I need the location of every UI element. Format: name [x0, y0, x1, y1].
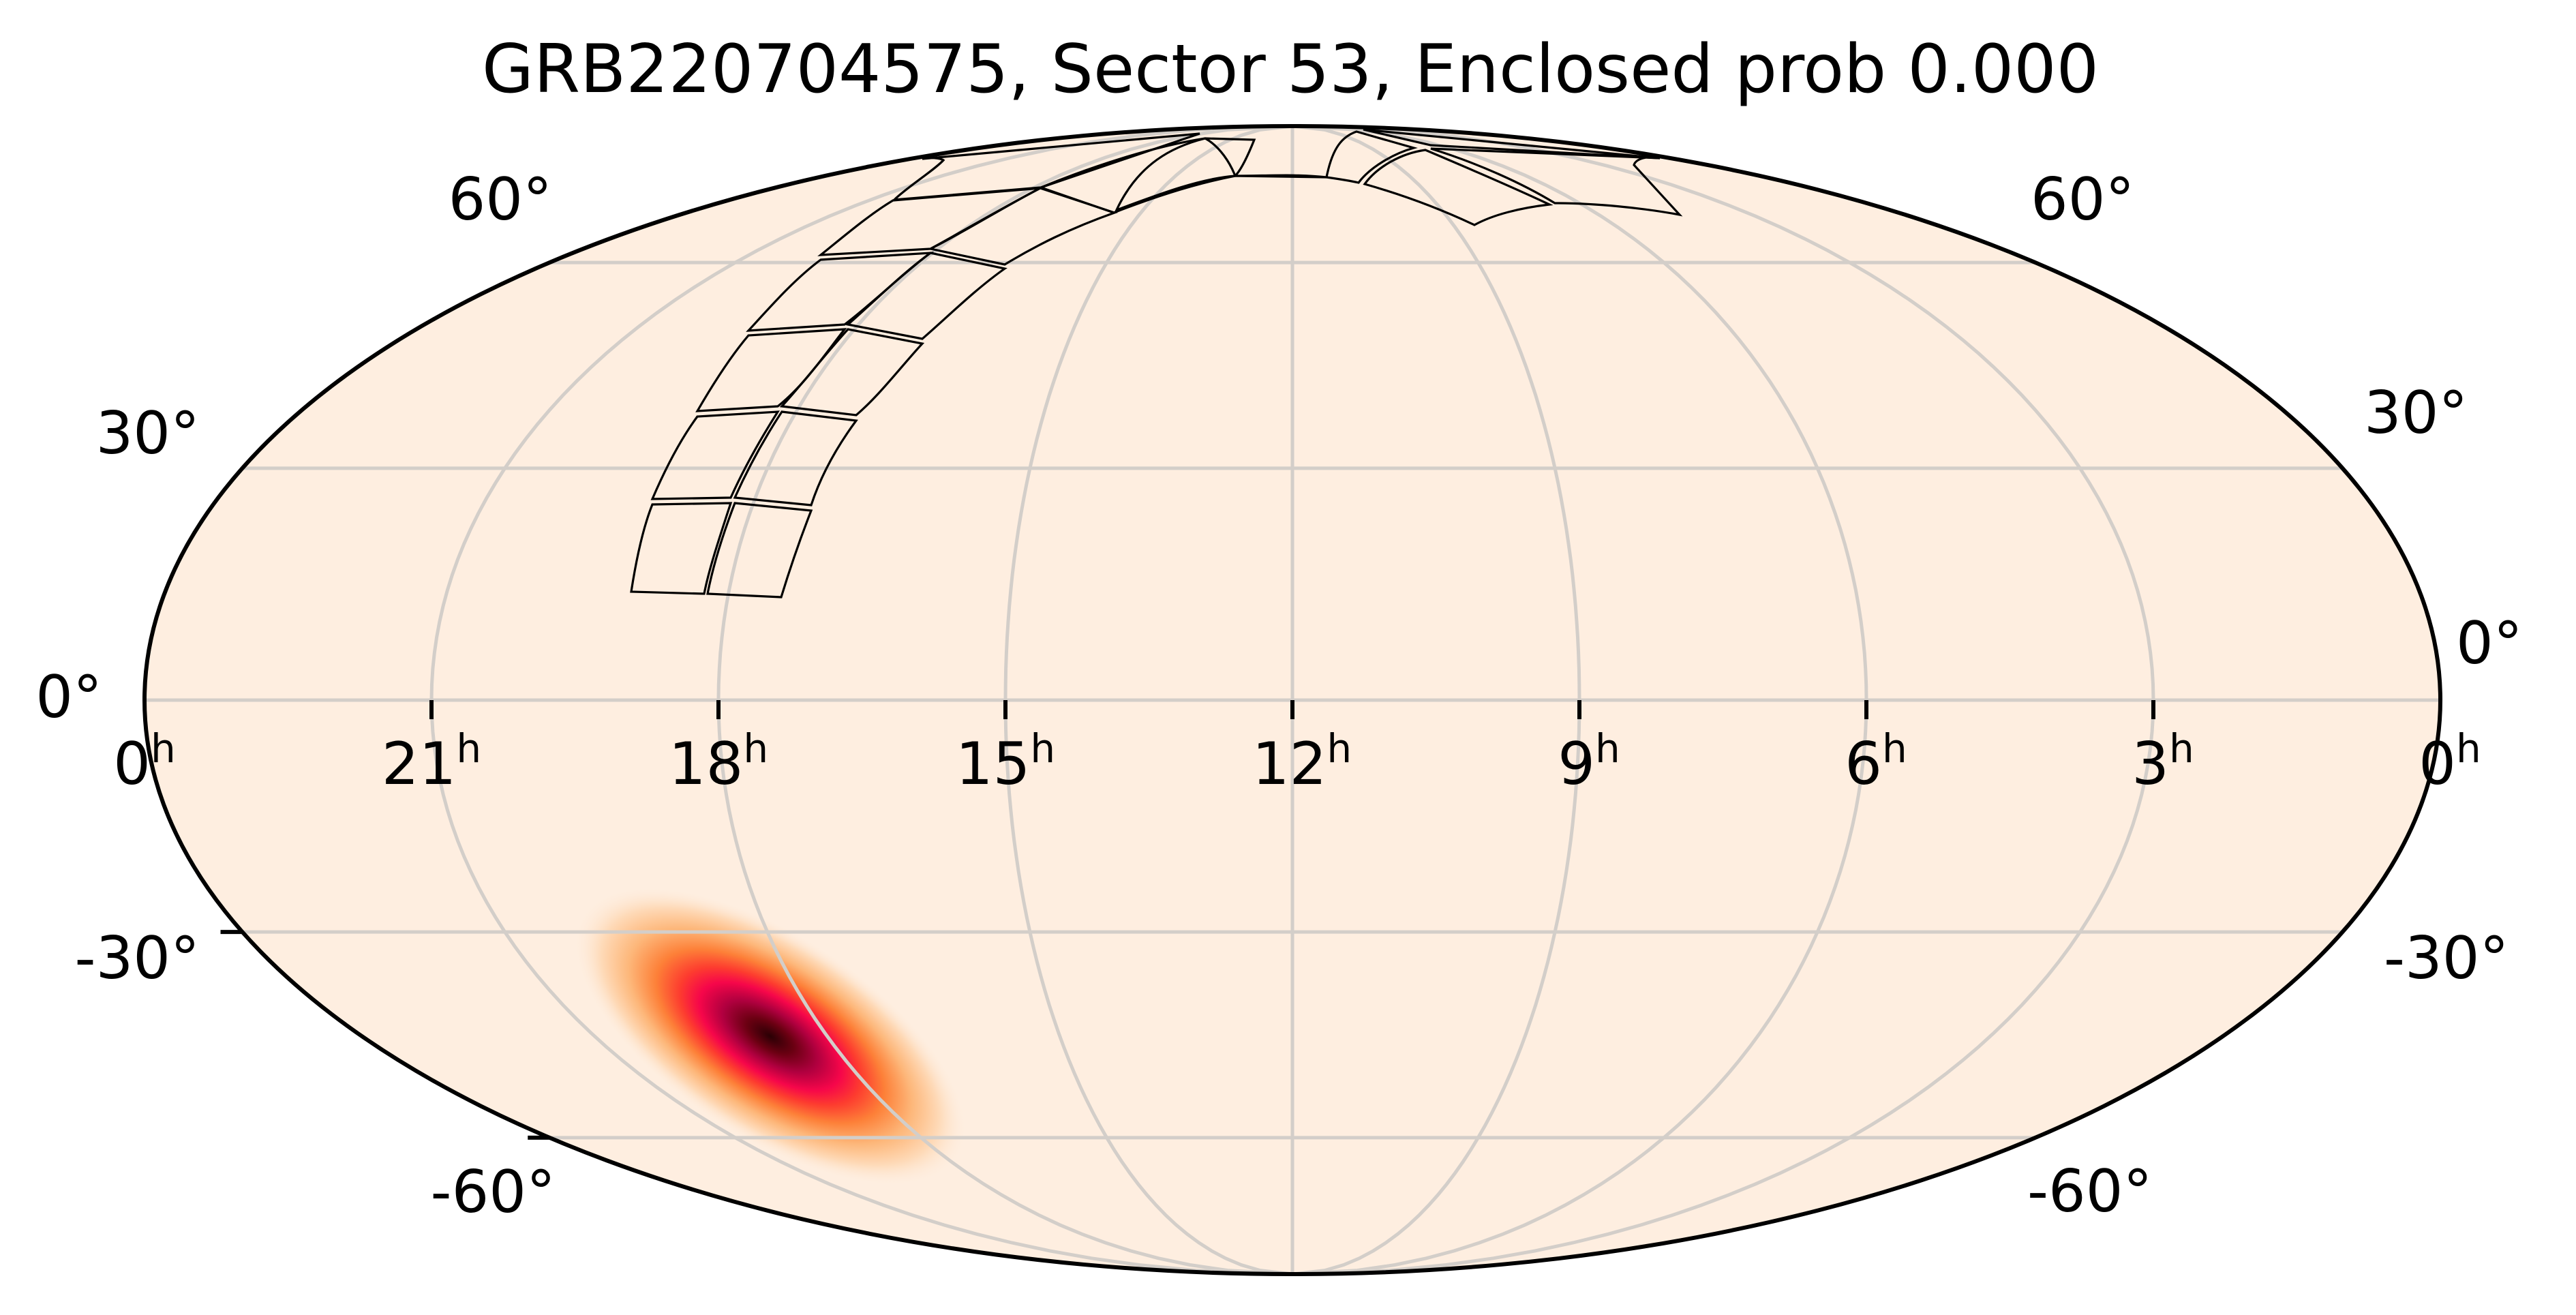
sky-frame [142, 124, 2442, 1276]
ra-label-18h: 18h [669, 725, 768, 798]
probability-heatmap [573, 886, 967, 1186]
dec-label-right-0: 0° [2456, 609, 2523, 678]
ra-label-0h-right: 0h [2419, 725, 2481, 798]
ra-label-0h-left: 0h [113, 725, 175, 798]
ra-label-21h: 21h [382, 725, 481, 798]
ra-label-9h: 9h [1558, 725, 1620, 798]
dec-label-left-neg60: -60° [431, 1158, 556, 1226]
dec-tick-labels-left: 60° 30° 0° -30° -60° [35, 166, 556, 1226]
tess-sector-footprint [630, 128, 1683, 599]
ra-label-3h: 3h [2132, 725, 2194, 798]
ra-label-12h: 12h [1252, 725, 1352, 798]
ra-label-6h: 6h [1845, 725, 1907, 798]
ra-label-15h: 15h [956, 725, 1055, 798]
dec-label-left-0: 0° [35, 663, 102, 731]
dec-label-left-neg30: -30° [75, 924, 200, 993]
dec-label-right-60: 60° [2031, 166, 2134, 234]
dec-tick-labels-right: 60° 30° 0° -30° -60° [2027, 166, 2523, 1226]
dec-label-right-neg30: -30° [2384, 924, 2509, 993]
axis-ticks [220, 700, 2155, 1140]
dec-label-right-neg60: -60° [2027, 1158, 2152, 1226]
chart-title: GRB220704575, Sector 53, Enclosed prob 0… [482, 31, 2099, 108]
dec-label-left-60: 60° [449, 166, 552, 234]
dec-label-left-30: 30° [96, 399, 200, 468]
dec-label-right-30: 30° [2364, 379, 2468, 447]
ra-tick-labels: 0h 21h 18h 15h 12h 9h 6h 3h 0h [113, 725, 2481, 798]
